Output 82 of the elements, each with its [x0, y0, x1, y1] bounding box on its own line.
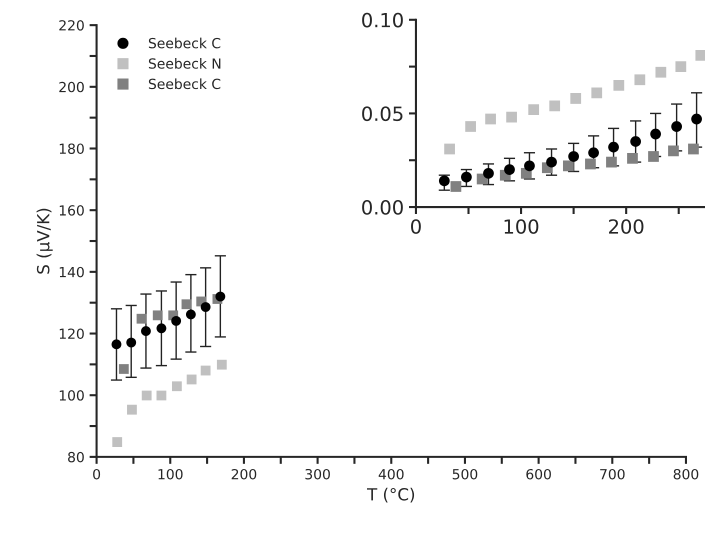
point	[549, 100, 560, 112]
point	[112, 437, 122, 447]
y-tick-label: 180	[60, 143, 84, 154]
x-tick-label: 700	[600, 468, 625, 480]
point	[444, 144, 455, 154]
y-tick-label: 100	[60, 390, 84, 401]
point	[671, 121, 682, 132]
y-tick-label: 160	[60, 205, 84, 216]
point	[506, 112, 517, 123]
legend-label: Seebeck N	[148, 58, 220, 69]
point	[172, 381, 182, 392]
point	[200, 366, 211, 376]
point	[142, 390, 152, 400]
point	[485, 114, 496, 124]
x-axis-title: T (°C)	[367, 488, 414, 503]
point	[634, 74, 646, 86]
point	[186, 374, 197, 384]
point	[585, 158, 596, 170]
x-tick-label: 200	[232, 468, 256, 480]
point	[588, 147, 599, 158]
y-tick-label: 80	[68, 452, 84, 462]
y-axis-title: S (µV/K)	[36, 208, 53, 274]
point	[627, 152, 638, 164]
point	[186, 310, 196, 320]
point	[688, 144, 699, 154]
point	[668, 145, 679, 156]
point	[691, 114, 702, 124]
y-tick-label: 0.00	[362, 200, 403, 215]
point	[438, 175, 450, 186]
point	[546, 156, 557, 168]
point	[613, 80, 624, 91]
point	[126, 338, 136, 348]
y-tick-label: 220	[59, 20, 84, 31]
point	[695, 50, 705, 61]
x-tick-label: 400	[378, 468, 404, 480]
point	[562, 160, 574, 172]
point	[606, 156, 617, 168]
point	[182, 299, 192, 310]
y-tick-label: 120	[60, 328, 84, 340]
y-tick-label: 140	[60, 266, 84, 278]
point	[461, 172, 472, 182]
point	[591, 87, 602, 98]
point	[655, 66, 666, 78]
x-tick-label: 800	[674, 468, 698, 480]
point	[141, 326, 151, 336]
point	[675, 61, 686, 72]
point	[118, 364, 129, 374]
x-tick-label: 0	[93, 468, 100, 480]
point	[524, 160, 535, 172]
legend-label: Seebeck C	[148, 38, 220, 48]
point	[127, 404, 137, 415]
point	[136, 314, 146, 324]
x-tick-label: 500	[452, 468, 478, 480]
point	[112, 339, 122, 350]
point	[483, 168, 494, 179]
x-tick-label: 600	[526, 468, 551, 480]
x-tick-label: 0	[411, 219, 421, 234]
point	[450, 181, 462, 192]
legend-label: Seebeck C	[148, 78, 220, 90]
point	[648, 151, 659, 162]
point	[465, 121, 476, 132]
point	[215, 292, 226, 302]
y-tick-label: 0.10	[362, 12, 403, 28]
x-tick-label: 100	[504, 219, 538, 234]
point	[528, 104, 540, 116]
x-tick-label: 100	[158, 468, 183, 480]
point	[630, 136, 642, 147]
point	[608, 142, 619, 153]
point	[650, 128, 661, 140]
x-tick-label: 300	[305, 468, 330, 480]
point	[568, 151, 579, 162]
point	[504, 164, 515, 175]
point	[200, 302, 211, 312]
point	[156, 390, 166, 400]
point	[216, 360, 227, 370]
y-tick-label: 0.05	[362, 106, 402, 122]
x-tick-label: 200	[609, 219, 644, 234]
point	[171, 316, 182, 326]
point	[156, 323, 166, 334]
point	[570, 93, 582, 104]
y-tick-label: 200	[59, 82, 84, 92]
point	[152, 310, 163, 320]
